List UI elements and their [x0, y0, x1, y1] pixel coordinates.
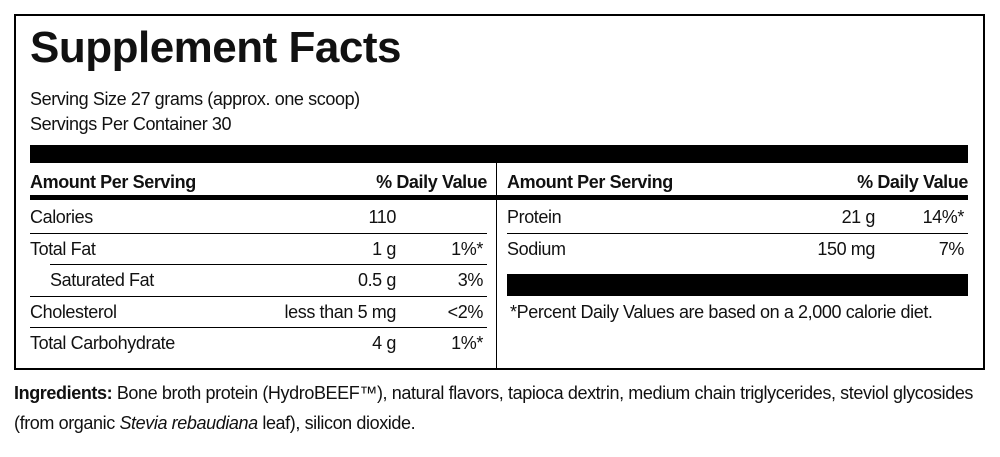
daily-value: 14%* — [922, 207, 965, 227]
row-rule — [30, 327, 487, 328]
nutrient-amount: less than 5 mg — [284, 301, 397, 322]
ingredients: Ingredients: Bone broth protein (HydroBE… — [14, 378, 984, 438]
nutrient-name: Total Fat — [30, 238, 96, 259]
ingredients-label: Ingredients: — [14, 383, 113, 403]
nutrient-amount: 1 g — [372, 238, 396, 259]
ingredients-text: leaf), silicon dioxide. — [257, 413, 416, 433]
daily-value: 1%* — [451, 333, 483, 353]
footnote: *Percent Daily Values are based on a 2,0… — [510, 302, 933, 322]
label-box — [14, 14, 985, 370]
daily-value: 1%* — [451, 238, 483, 259]
daily-value: <2% — [447, 301, 484, 322]
row-rule — [30, 295, 487, 297]
title: Supplement Facts — [30, 23, 401, 72]
daily-value: 3% — [457, 270, 484, 290]
thick-bar — [30, 145, 968, 163]
serving-size: Serving Size 27 grams (approx. one scoop… — [30, 89, 360, 109]
row-rule — [30, 232, 487, 234]
row-rule — [50, 264, 487, 265]
nutrient-name: Cholesterol — [30, 301, 117, 322]
header-label: Amount Per Serving — [30, 172, 196, 192]
row-rule — [507, 232, 968, 234]
nutrient-name: Protein — [507, 207, 562, 227]
nutrient-name: Calories — [30, 207, 93, 227]
nutrient-name: Total Carbohydrate — [30, 333, 175, 353]
header-rule — [30, 195, 968, 200]
header-label: Amount Per Serving — [507, 172, 673, 192]
daily-value: 7% — [938, 238, 965, 259]
nutrient-amount: 0.5 g — [357, 270, 396, 290]
column-divider — [496, 163, 497, 368]
servings-per-container: Servings Per Container 30 — [30, 114, 232, 134]
nutrient-amount: 110 — [368, 207, 397, 227]
ingredients-italic: Stevia rebaudiana — [119, 413, 258, 433]
header-label: % Daily Value — [857, 172, 968, 192]
footnote-bar — [507, 274, 968, 296]
nutrient-amount: 4 g — [372, 333, 396, 353]
nutrient-amount: 21 g — [841, 207, 876, 227]
nutrient-name: Saturated Fat — [50, 270, 154, 290]
ingredients-text: Bone broth protein (HydroBEEF™), natural… — [14, 383, 974, 433]
nutrient-name: Sodium — [507, 238, 566, 259]
nutrient-amount: 150 mg — [817, 238, 875, 259]
header-label: % Daily Value — [376, 172, 487, 192]
